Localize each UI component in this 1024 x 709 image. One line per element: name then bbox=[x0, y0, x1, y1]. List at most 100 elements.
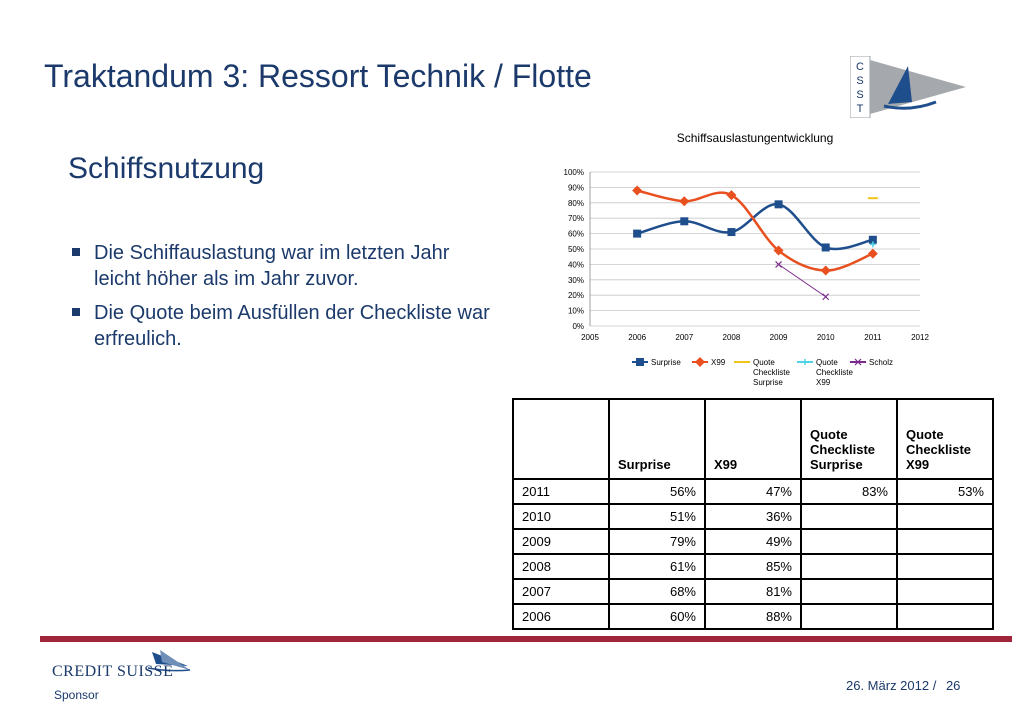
section-title: Schiffsnutzung bbox=[68, 152, 265, 185]
table-row: 2006 60% 88% bbox=[512, 603, 994, 630]
legend-label: Scholz bbox=[869, 358, 893, 367]
table-cell: 2008 bbox=[512, 553, 610, 580]
data-point bbox=[868, 235, 877, 244]
y-tick-label: 100% bbox=[564, 168, 584, 177]
table-cell: 51% bbox=[608, 503, 706, 530]
table-cell bbox=[896, 578, 994, 605]
series-line bbox=[636, 203, 874, 251]
table-cell: 2006 bbox=[512, 603, 610, 630]
footer: 26. März 2012 / 26 bbox=[846, 678, 960, 693]
chart-title: Schiffsauslastungentwicklung bbox=[677, 131, 834, 145]
table-header-cell: X99 bbox=[704, 398, 802, 480]
x-tick-label: 2012 bbox=[911, 333, 929, 342]
series-line bbox=[778, 263, 826, 298]
table-cell: 2009 bbox=[512, 528, 610, 555]
credit-suisse-wordmark: CREDIT SUISSE bbox=[52, 663, 173, 680]
bullet-list: Die Schiffauslastung war im letzten Jahr… bbox=[72, 240, 492, 360]
logo-letter: T bbox=[857, 103, 864, 115]
credit-suisse-logo: CREDIT SUISSE bbox=[52, 650, 191, 680]
utilization-chart: Schiffsauslastungentwicklung 0% 10% 20% 30% 4… bbox=[564, 131, 930, 387]
table-cell bbox=[896, 603, 994, 630]
y-tick-label: 10% bbox=[568, 307, 584, 316]
data-point bbox=[727, 228, 736, 237]
sponsor-label: Sponsor bbox=[54, 688, 99, 702]
table-header-cell bbox=[512, 398, 610, 480]
data-point bbox=[821, 243, 830, 252]
table-cell: 2010 bbox=[512, 503, 610, 530]
table-cell: 56% bbox=[608, 478, 706, 505]
x-tick-label: 2006 bbox=[628, 333, 646, 342]
x-tick-label: 2011 bbox=[864, 333, 882, 342]
data-point bbox=[820, 265, 831, 276]
data-point bbox=[679, 196, 690, 207]
csst-pennant-logo: C S S T bbox=[850, 56, 966, 118]
bullet-square-icon bbox=[72, 308, 80, 316]
page-title: Traktandum 3: Ressort Technik / Flotte bbox=[44, 58, 592, 94]
table-row: 2011 56% 47% 83% 53% bbox=[512, 478, 994, 505]
table-header-cell: Surprise bbox=[608, 398, 706, 480]
legend-label: Quote Checkliste X99 bbox=[816, 358, 853, 387]
y-tick-label: 40% bbox=[568, 260, 584, 269]
table-cell bbox=[800, 503, 898, 530]
table-cell: 83% bbox=[800, 478, 898, 505]
table-cell: 2011 bbox=[512, 478, 610, 505]
table-cell bbox=[896, 503, 994, 530]
bullet-text: Die Schiffauslastung war im letzten Jahr… bbox=[94, 242, 450, 290]
bullet-text: Die Quote beim Ausfüllen der Checkliste … bbox=[94, 302, 490, 350]
table-cell bbox=[800, 553, 898, 580]
legend-label: Quote Checkliste Surprise bbox=[753, 358, 790, 387]
bullet-item: Die Quote beim Ausfüllen der Checkliste … bbox=[72, 300, 492, 352]
data-point bbox=[633, 229, 642, 238]
data-point bbox=[822, 293, 830, 301]
table-row: 2010 51% 36% bbox=[512, 503, 994, 530]
table-row: 2008 61% 85% bbox=[512, 553, 994, 580]
footer-divider bbox=[40, 636, 1012, 642]
logo-letter: S bbox=[856, 75, 863, 87]
logo-letter: S bbox=[856, 89, 863, 101]
table-cell: 36% bbox=[704, 503, 802, 530]
logo-letter: C bbox=[856, 61, 864, 73]
table-cell bbox=[896, 553, 994, 580]
table-cell: 49% bbox=[704, 528, 802, 555]
data-point bbox=[636, 358, 644, 366]
footer-date: 26. März 2012 / bbox=[846, 678, 937, 693]
table-row: 2009 79% 49% bbox=[512, 528, 994, 555]
y-tick-label: 70% bbox=[568, 214, 584, 223]
y-tick-label: 50% bbox=[568, 245, 584, 254]
data-point bbox=[775, 260, 782, 268]
data-point bbox=[632, 185, 643, 196]
y-tick-label: 20% bbox=[568, 291, 584, 300]
data-point bbox=[867, 248, 878, 259]
table-cell: 61% bbox=[608, 553, 706, 580]
table-cell bbox=[800, 603, 898, 630]
legend-label: Surprise bbox=[651, 358, 681, 367]
utilization-table: Surprise X99 Quote Checkliste Surprise Q… bbox=[512, 398, 994, 630]
table-row: 2007 68% 81% bbox=[512, 578, 994, 605]
table-cell: 81% bbox=[704, 578, 802, 605]
table-header-cell: Quote Checkliste Surprise bbox=[800, 398, 898, 480]
table-header-cell: Quote Checkliste X99 bbox=[896, 398, 994, 480]
data-point bbox=[695, 357, 705, 367]
legend-label: X99 bbox=[711, 358, 726, 367]
x-tick-label: 2007 bbox=[675, 333, 693, 342]
data-point bbox=[680, 217, 689, 226]
x-tick-label: 2009 bbox=[770, 333, 788, 342]
y-tick-label: 30% bbox=[568, 276, 584, 285]
x-tick-label: 2008 bbox=[723, 333, 741, 342]
table-cell: 79% bbox=[608, 528, 706, 555]
table-cell: 53% bbox=[896, 478, 994, 505]
table-cell: 47% bbox=[704, 478, 802, 505]
table-cell: 88% bbox=[704, 603, 802, 630]
table-cell bbox=[800, 528, 898, 555]
y-tick-label: 90% bbox=[568, 183, 584, 192]
table-cell: 68% bbox=[608, 578, 706, 605]
y-tick-label: 0% bbox=[572, 322, 584, 331]
bullet-item: Die Schiffauslastung war im letzten Jahr… bbox=[72, 240, 492, 292]
table-cell bbox=[896, 528, 994, 555]
x-tick-label: 2010 bbox=[817, 333, 835, 342]
data-point bbox=[726, 190, 737, 201]
table-header-row: Surprise X99 Quote Checkliste Surprise Q… bbox=[512, 398, 994, 480]
table-cell bbox=[800, 578, 898, 605]
y-tick-label: 60% bbox=[568, 230, 584, 239]
data-point bbox=[773, 245, 784, 256]
